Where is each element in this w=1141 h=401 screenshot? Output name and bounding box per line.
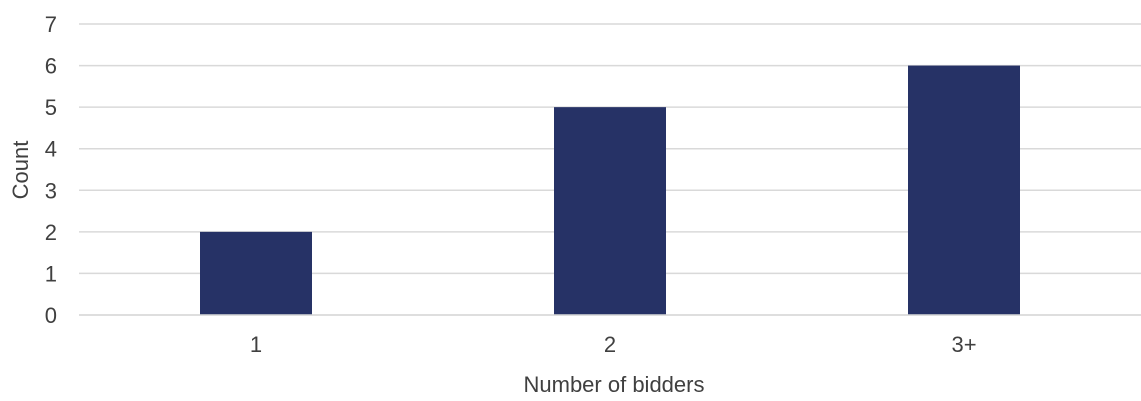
bar-1 <box>200 231 312 315</box>
y-tick-label: 5 <box>45 95 57 120</box>
y-tick-label: 6 <box>45 54 57 79</box>
x-axis-label: Number of bidders <box>524 372 705 396</box>
x-tick-label: 3+ <box>951 332 976 357</box>
y-tick-label: 1 <box>45 261 57 286</box>
bar-2 <box>554 107 666 316</box>
y-tick-label: 3 <box>45 178 57 203</box>
y-tick-label: 2 <box>45 220 57 245</box>
y-tick-label: 0 <box>45 303 57 328</box>
x-axis-tick-labels: 1 2 3+ <box>250 332 977 357</box>
bars <box>79 65 1141 316</box>
bar-3+ <box>908 65 1020 315</box>
y-tick-label: 7 <box>45 12 57 37</box>
x-tick-label: 2 <box>604 332 616 357</box>
x-tick-label: 1 <box>250 332 262 357</box>
y-tick-label: 4 <box>45 137 57 162</box>
y-axis-label: Count <box>8 141 33 200</box>
y-axis-tick-labels: 0 1 2 3 4 5 6 7 <box>45 12 57 328</box>
